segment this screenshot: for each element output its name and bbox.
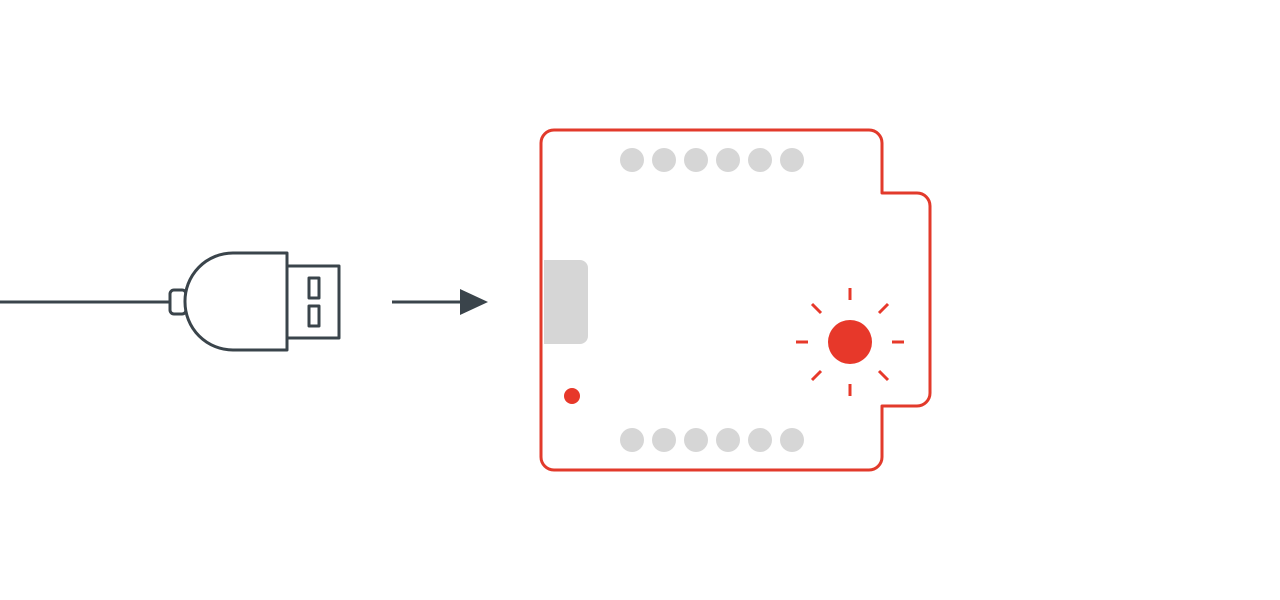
power-indicator-dot bbox=[564, 388, 580, 404]
bottom-pin-header bbox=[620, 428, 804, 452]
header-pin bbox=[620, 428, 644, 452]
header-pin bbox=[780, 148, 804, 172]
header-pin bbox=[684, 428, 708, 452]
usb-plug-body bbox=[183, 251, 289, 352]
header-pin bbox=[748, 148, 772, 172]
led-glow-icon bbox=[796, 288, 904, 396]
header-pin bbox=[652, 428, 676, 452]
top-pin-header bbox=[620, 148, 804, 172]
usb-contact-top bbox=[307, 276, 321, 300]
header-pin bbox=[652, 148, 676, 172]
header-pin bbox=[780, 428, 804, 452]
header-pin bbox=[684, 148, 708, 172]
board-usb-port bbox=[544, 260, 588, 344]
arrow-right-icon bbox=[392, 289, 488, 315]
usb-contact-bottom bbox=[307, 304, 321, 328]
header-pin bbox=[620, 148, 644, 172]
usb-cable-icon bbox=[0, 251, 341, 352]
board-outline bbox=[539, 128, 932, 472]
status-led bbox=[828, 320, 872, 364]
header-pin bbox=[716, 428, 740, 452]
circuit-board-icon bbox=[539, 128, 932, 472]
led-rays bbox=[796, 288, 904, 396]
header-pin bbox=[716, 148, 740, 172]
header-pin bbox=[748, 428, 772, 452]
